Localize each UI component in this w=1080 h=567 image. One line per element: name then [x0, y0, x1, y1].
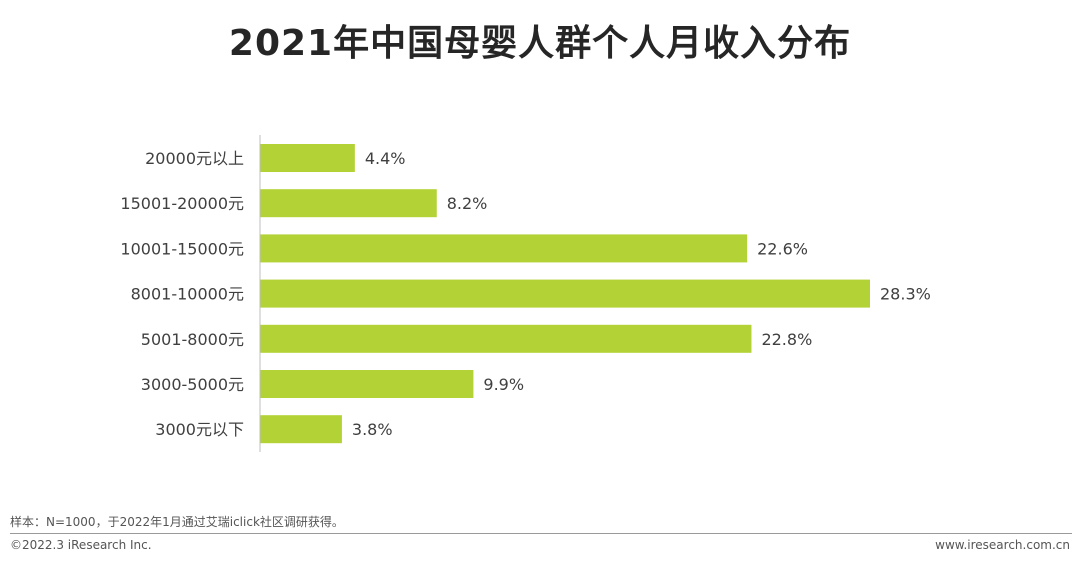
category-label: 3000-5000元 — [141, 375, 244, 394]
bar-chart: 20000元以上 4.4% 15001-20000元 8.2% 10001-15000元… — [120, 135, 931, 452]
bar-1 — [260, 189, 437, 218]
value-label: 9.9% — [483, 375, 524, 394]
category-label: 20000元以上 — [145, 149, 244, 168]
value-label: 28.3% — [880, 285, 931, 304]
value-label: 3.8% — [352, 420, 393, 439]
category-label: 3000元以下 — [155, 420, 244, 439]
category-label: 5001-8000元 — [141, 330, 244, 349]
value-label: 22.8% — [761, 330, 812, 349]
bar-5 — [260, 370, 474, 398]
bar-3 — [260, 279, 870, 308]
category-label: 15001-20000元 — [120, 194, 244, 213]
copyright-text: ©2022.3 iResearch Inc. — [10, 538, 152, 552]
website-url: www.iresearch.com.cn — [935, 538, 1070, 552]
footer-divider — [10, 533, 1072, 534]
value-label: 22.6% — [757, 239, 808, 258]
chart-title: 2021年中国母婴人群个人月收入分布 — [228, 23, 852, 64]
category-label: 8001-10000元 — [131, 285, 244, 304]
bar-0 — [260, 144, 355, 172]
sample-note: 样本：N=1000，于2022年1月通过艾瑞iclick社区调研获得。 — [10, 515, 344, 529]
category-label: 10001-15000元 — [120, 239, 244, 258]
bars-layer: 20000元以上 4.4% 15001-20000元 8.2% 10001-15000元… — [120, 144, 931, 444]
bar-4 — [260, 324, 752, 353]
value-label: 4.4% — [365, 149, 406, 168]
value-label: 8.2% — [447, 194, 488, 213]
bar-2 — [260, 234, 748, 263]
bar-6 — [260, 415, 342, 444]
